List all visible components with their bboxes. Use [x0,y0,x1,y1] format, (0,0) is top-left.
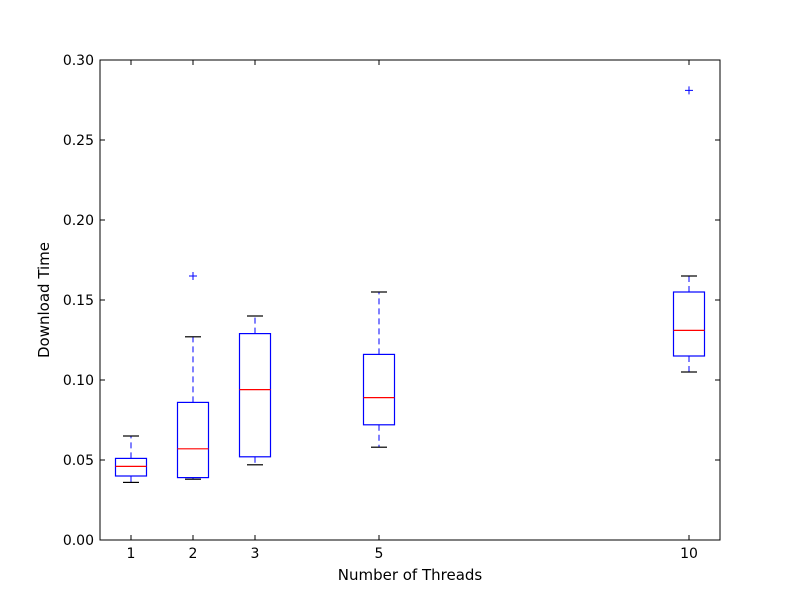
box-plot-group-10 [672,86,706,373]
outlier-point [189,272,197,280]
y-tick-label: 0.20 [63,213,94,229]
box-iqr [362,353,396,426]
box-plot-group-5 [362,291,396,448]
x-tick-label: 3 [251,546,260,562]
x-tick-label: 5 [375,546,384,562]
y-tick-label: 0.05 [63,453,94,469]
x-axis-label: Number of Threads [338,566,483,584]
y-axis-label: Download Time [35,242,53,358]
box-plot-group-1 [114,435,148,483]
box-iqr [114,457,148,477]
y-tick-label: 0.15 [63,293,94,309]
y-tick-label: 0.25 [63,133,94,149]
box-iqr [176,401,210,479]
box-iqr [672,291,706,357]
x-tick-label: 2 [189,546,198,562]
box-plot-group-2 [176,272,210,480]
box-iqr [238,333,272,458]
y-tick-label: 0.30 [63,53,94,69]
box-plot-series [114,86,706,483]
y-tick-label: 0.10 [63,373,94,389]
x-tick-label: 1 [127,546,136,562]
axis-ticks: 0.00 0.05 0.10 0.15 0.20 0.25 0.30 1 2 3 5 10 [63,53,720,562]
outlier-point [685,86,693,95]
plot-frame [99,59,721,541]
x-tick-label: 10 [680,546,698,562]
box-plot-group-3 [238,315,272,466]
y-tick-label: 0.00 [63,533,94,549]
